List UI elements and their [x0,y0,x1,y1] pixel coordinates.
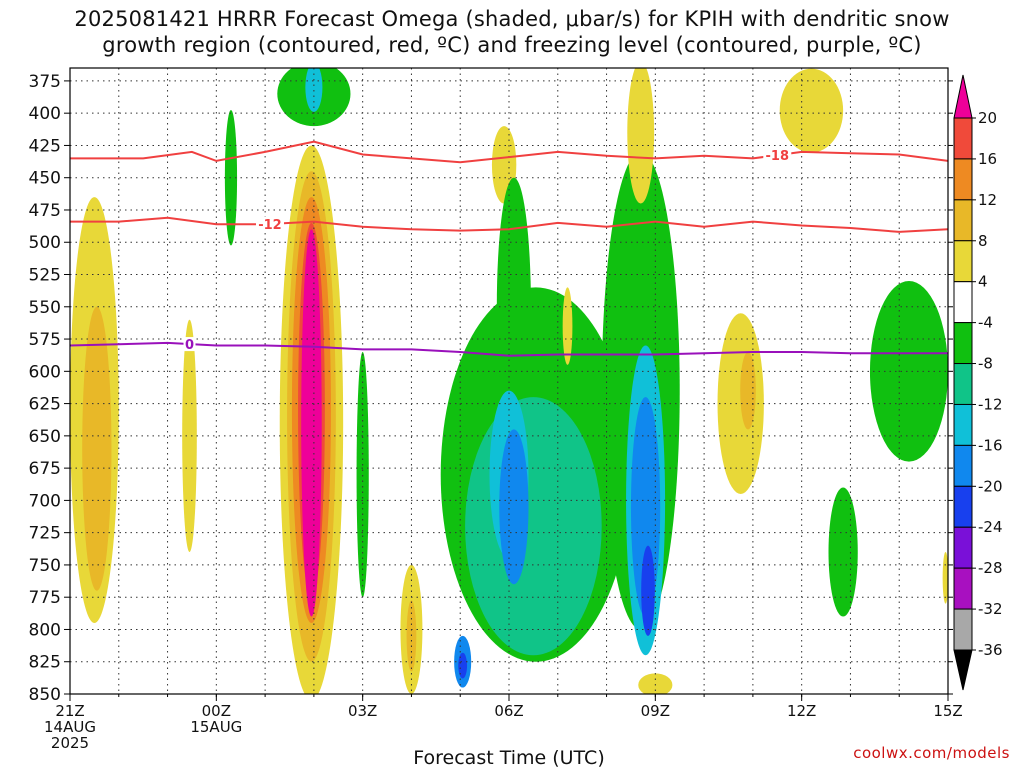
x-tick-label: 06Z [494,702,523,720]
y-tick-label: 550 [29,298,61,318]
plot-area: -18 -12 0 [70,68,948,694]
y-tick-label: 600 [29,362,61,382]
isotherm-0 [70,341,948,357]
colorbar-swatch [953,363,973,405]
y-tick-label: 400 [29,104,61,124]
x-tick-label: 15Z [933,702,962,720]
y-tick-label: 375 [29,72,61,92]
y-tick-label: 450 [29,169,61,189]
colorbar-label: -12 [978,395,1003,413]
y-tick-label: 800 [29,620,61,640]
colorbar-label: 16 [978,150,997,168]
y-tick-label: 850 [29,685,61,705]
colorbar-label: 20 [978,109,997,127]
omega-shaded-cell [740,351,756,430]
omega-shaded-cell [356,351,369,598]
colorbar-swatch [953,281,973,324]
x-tick-label: 03Z [348,702,377,720]
omega-shaded-cell [779,68,844,153]
isotherm-label: -12 [258,218,282,233]
isotherm-label-bg [763,148,792,163]
y-tick-label: 675 [29,459,61,479]
colorbar-bottom-arrow [953,649,973,691]
omega-shaded-cell [499,429,529,585]
y-tick-label: 475 [29,201,61,221]
omega-shaded-cell [869,280,948,462]
colorbar-swatch [953,322,973,365]
omega-shaded-cell [828,487,858,617]
colorbar-swatch [953,485,973,528]
omega-shaded-cell [942,552,948,604]
omega-shaded-cell [641,545,655,636]
y-tick-label: 775 [29,588,61,608]
title-line-1: 2025081421 HRRR Forecast Omega (shaded, … [74,7,950,31]
y-tick-label: 525 [29,266,61,286]
colorbar-swatch [953,158,973,201]
y-tick-label: 700 [29,491,61,511]
y-tick-label: 625 [29,395,61,415]
omega-shaded-cell [305,68,323,112]
isotherm-label: 0 [185,338,194,353]
colorbar-label: 8 [978,232,988,250]
x-tick-label: 09Z [641,702,670,720]
colorbar-label: -28 [978,559,1003,577]
colorbar-label: -32 [978,600,1003,618]
isotherm-minus18 [70,140,948,164]
colorbar-label: -16 [978,436,1003,454]
omega-shaded-cell [562,287,573,365]
colorbar-swatch [953,240,973,283]
omega-shaded-cell [638,673,673,694]
omega-shaded-cell [301,229,322,617]
isotherm-minus12 [70,216,948,233]
x-tick-label: 12Z [787,702,816,720]
y-tick-label: 750 [29,556,61,576]
colorbar-label: -4 [978,314,993,332]
isotherm-label-bg [255,216,284,231]
y-tick-label: 725 [29,524,61,544]
x-tick-label: 14AUG [44,718,96,736]
x-tick-label: 00Z [202,702,231,720]
y-tick-label: 575 [29,330,61,350]
x-tick-label: 15AUG [190,718,242,736]
y-tick-label: 500 [29,233,61,253]
isotherm-label: -18 [766,149,790,164]
x-axis-title: Forecast Time (UTC) [413,747,604,768]
chart-title: 2025081421 HRRR Forecast Omega (shaded, … [0,6,1024,58]
y-tick-label: 650 [29,427,61,447]
colorbar-label: -24 [978,518,1003,536]
colorbar-label: -20 [978,477,1003,495]
colorbar-label: -8 [978,355,993,373]
credit-link[interactable]: coolwx.com/models [853,744,1010,762]
colorbar-swatch [953,403,973,446]
omega-shaded-cell [627,68,655,204]
colorbar-swatch [953,117,973,160]
colorbar-label: 12 [978,191,997,209]
colorbar-swatch [953,608,973,651]
colorbar-swatch [953,444,973,487]
omega-shaded-cell [82,306,112,591]
colorbar-label: 4 [978,273,988,291]
y-tick-label: 825 [29,653,61,673]
y-tick-label: 425 [29,136,61,156]
isotherm-label-bg [183,337,196,352]
x-tick-label: 21Z [55,702,84,720]
x-tick-label: 2025 [51,734,89,752]
omega-shaded-cell [182,319,197,553]
colorbar-top-arrow [953,74,973,119]
colorbar-label: -36 [978,641,1003,659]
title-line-2: growth region (contoured, red, ºC) and f… [102,33,922,57]
colorbar-swatch [953,199,973,242]
colorbar-swatch [953,567,973,610]
omega-shaded-cell [458,652,468,679]
colorbar-swatch [953,526,973,569]
